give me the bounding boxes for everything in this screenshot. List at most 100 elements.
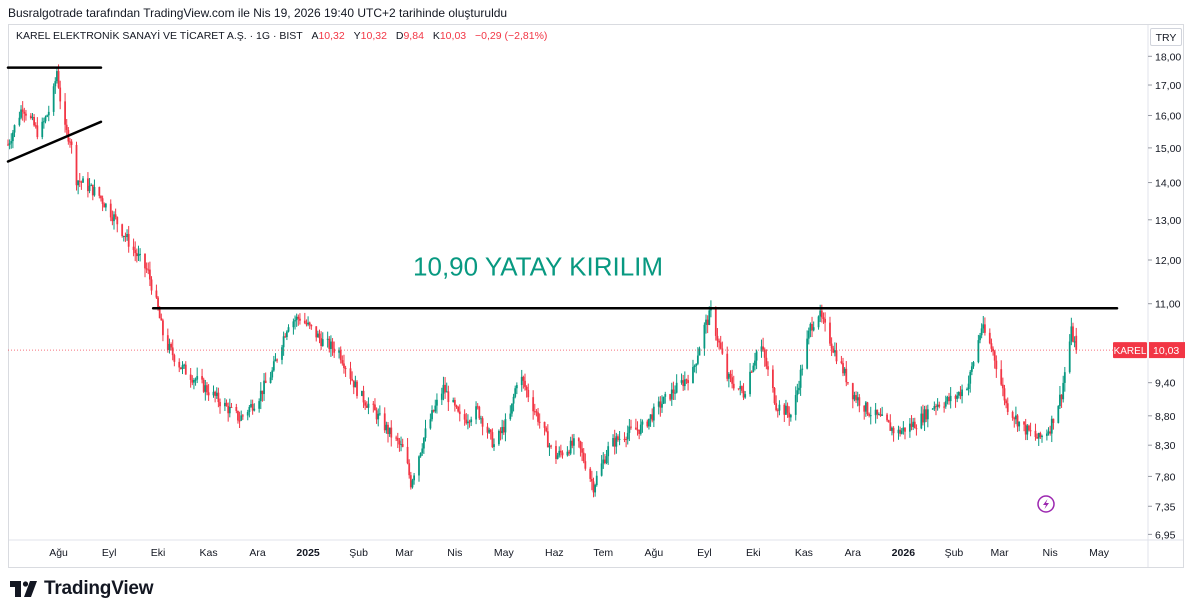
candle-body [196, 376, 199, 380]
candle-body [696, 355, 699, 364]
candle-body [979, 335, 981, 341]
candle-body [480, 418, 482, 420]
candle-body [1011, 411, 1014, 418]
candle-body [409, 475, 412, 488]
candle-body [763, 349, 766, 358]
candle-body [168, 343, 171, 350]
candle-body [103, 203, 106, 208]
candle-body [367, 403, 370, 408]
candle-body [705, 319, 707, 325]
candle-body [406, 446, 409, 464]
candle-body [36, 125, 39, 138]
candle-body [716, 335, 719, 341]
candle-body [230, 406, 233, 408]
candle-body [874, 409, 877, 416]
candle-body [771, 369, 774, 388]
candle-body [33, 117, 35, 126]
low-value: 9,84 [403, 30, 424, 42]
candle-body [778, 404, 781, 411]
brand-name: TradingView [44, 578, 154, 599]
candle-body [25, 113, 27, 116]
candle-body [926, 409, 929, 420]
candle-body [305, 323, 308, 325]
candle-body [57, 71, 60, 88]
chart-frame [8, 24, 1184, 568]
candle-body [499, 430, 502, 434]
candle-body [297, 316, 300, 319]
x-tick-label: May [494, 547, 515, 559]
candle-body [855, 395, 857, 401]
candle-body [478, 406, 481, 419]
candle-body [338, 350, 340, 353]
candle-body [250, 404, 252, 407]
candle-body [1018, 421, 1021, 427]
candle-body [977, 340, 980, 363]
candle-body [432, 410, 435, 412]
candle-body [1036, 436, 1038, 439]
open-label: A [311, 30, 319, 42]
candle-body [341, 360, 344, 364]
candle-body [708, 310, 711, 325]
annotation-text: 10,90 YATAY KIRILIM [413, 251, 663, 281]
candle-body [594, 485, 597, 493]
candle-body [682, 380, 685, 387]
y-tick-label: 6,95 [1155, 529, 1176, 541]
candle-body [217, 392, 220, 403]
candle-body [171, 347, 174, 356]
candle-body [1062, 382, 1065, 400]
currency-button[interactable]: TRY [1150, 28, 1182, 46]
candle-body [271, 370, 274, 378]
candle-body [957, 392, 960, 396]
candle-body [589, 468, 592, 479]
candle-body [967, 383, 970, 390]
y-tick-label: 8,80 [1155, 411, 1176, 423]
candle-body [623, 438, 626, 440]
y-tick-label: 17,00 [1155, 80, 1181, 92]
candle-body [374, 404, 376, 411]
candle-body [132, 246, 135, 251]
candle-body [330, 341, 332, 350]
candle-body [41, 121, 44, 138]
candle-body [101, 198, 104, 204]
candle-body [646, 421, 649, 427]
candle-body [863, 405, 866, 412]
candle-body [726, 353, 729, 379]
candle-body [238, 420, 241, 422]
y-tick-label: 14,00 [1155, 178, 1181, 190]
candle-body [158, 308, 161, 319]
candle-body [915, 428, 918, 430]
candles [7, 64, 1078, 498]
candle-body [253, 408, 256, 411]
candle-body [344, 368, 347, 370]
candle-body [546, 431, 549, 448]
candle-body [1057, 406, 1060, 423]
candle-body [356, 381, 358, 396]
candle-body [470, 419, 473, 423]
candle-body [444, 384, 446, 393]
candle-body [744, 394, 747, 398]
candle-body [387, 424, 389, 435]
candle-body [993, 351, 996, 361]
candle-body [421, 448, 424, 453]
candle-body [783, 404, 786, 415]
candle-body [775, 403, 778, 411]
candle-body [447, 391, 450, 403]
candle-body [274, 359, 277, 362]
candle-body [876, 409, 879, 415]
x-tick-label: Şub [349, 547, 368, 559]
candle-body [912, 421, 915, 427]
candle-body [897, 429, 900, 434]
candle-body [401, 444, 404, 447]
candle-body [160, 318, 163, 321]
candle-body [326, 338, 329, 340]
candle-body [126, 234, 128, 238]
symbol-info[interactable]: KAREL ELEKTRONİK SANAYİ VE TİCARET A.Ş. … [16, 30, 303, 42]
candle-body [866, 402, 869, 415]
candle-body [481, 418, 484, 427]
candle-body [829, 322, 831, 344]
candle-body [206, 385, 208, 393]
candle-body [988, 332, 991, 344]
candle-body [18, 117, 21, 126]
candle-body [467, 421, 469, 424]
